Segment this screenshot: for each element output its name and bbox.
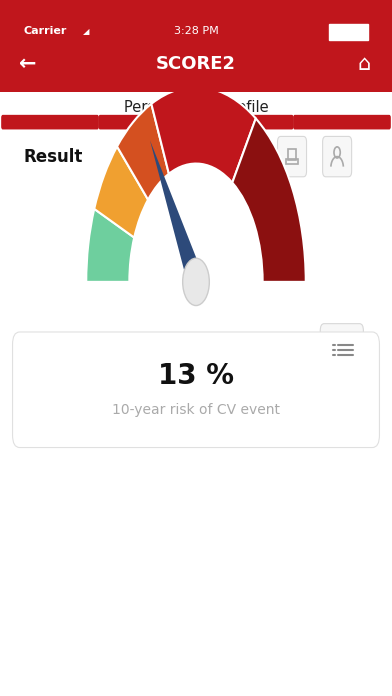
FancyBboxPatch shape — [1, 115, 99, 129]
Bar — [241, 149, 253, 164]
Wedge shape — [117, 104, 169, 200]
Bar — [286, 159, 298, 164]
Wedge shape — [232, 118, 306, 282]
Text: Carrier: Carrier — [24, 26, 67, 36]
FancyBboxPatch shape — [13, 332, 379, 448]
Text: 10-year risk of CV event: 10-year risk of CV event — [112, 403, 280, 417]
Text: 3:28 PM: 3:28 PM — [174, 26, 218, 36]
FancyBboxPatch shape — [196, 115, 294, 129]
Text: Result: Result — [24, 148, 83, 166]
Wedge shape — [94, 146, 148, 237]
FancyBboxPatch shape — [320, 324, 363, 378]
FancyBboxPatch shape — [278, 136, 307, 177]
Wedge shape — [151, 87, 256, 182]
Text: ←: ← — [19, 54, 36, 74]
Polygon shape — [150, 140, 203, 289]
Text: Personal risk profile: Personal risk profile — [124, 100, 268, 116]
FancyBboxPatch shape — [98, 115, 196, 129]
FancyBboxPatch shape — [232, 136, 261, 177]
FancyBboxPatch shape — [329, 24, 368, 40]
Text: ◢: ◢ — [83, 27, 89, 35]
Circle shape — [183, 258, 209, 306]
FancyBboxPatch shape — [293, 115, 391, 129]
Bar — [0, 0, 392, 92]
Wedge shape — [86, 209, 134, 282]
FancyBboxPatch shape — [323, 136, 352, 177]
Text: 13 %: 13 % — [158, 362, 234, 390]
Text: SCORE2: SCORE2 — [156, 55, 236, 73]
Bar — [288, 149, 296, 160]
Text: ⌂: ⌂ — [358, 54, 371, 74]
